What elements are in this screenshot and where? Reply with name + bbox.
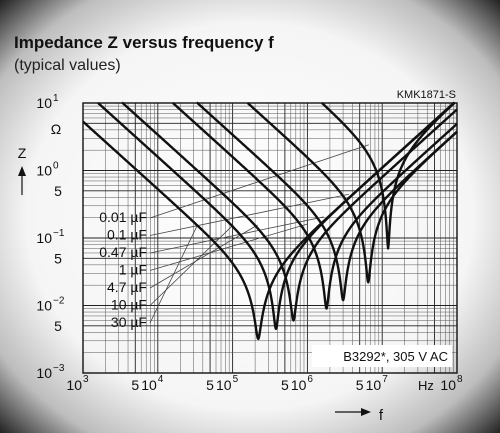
y-tick-exponent: −1 — [53, 228, 65, 239]
plot-frame — [82, 102, 458, 374]
y-tick-exponent: −3 — [53, 363, 65, 374]
series-curve — [121, 101, 458, 322]
x-tick-exponent: 8 — [457, 374, 463, 385]
x-tick-label: 5 — [131, 377, 139, 393]
legend-leader-line — [149, 216, 324, 254]
x-axis-label: f — [379, 407, 384, 424]
x-tick-label: 10 — [291, 377, 307, 393]
legend-label: 0.01 µF — [99, 209, 147, 225]
x-tick-label: 10 — [141, 377, 157, 393]
y-tick-label: 5 — [54, 183, 62, 199]
legend-leader-line — [149, 224, 198, 324]
legend-leader-line — [149, 223, 308, 271]
y-tick-label: 10 — [36, 298, 52, 314]
legend-leader-line — [149, 224, 234, 306]
x-tick-labels: 10 3 5 10 4 5 10 5 5 10 6 5 10 7 10 8 — [66, 374, 463, 393]
x-tick-label: 10 — [366, 377, 382, 393]
legend-label: 10 µF — [111, 297, 147, 313]
x-axis-arrow — [335, 408, 371, 416]
y-axis-arrow — [18, 166, 26, 195]
y-tick-label: 10 — [36, 365, 52, 381]
series-curve — [195, 101, 458, 302]
legend-label: 30 µF — [111, 314, 147, 330]
x-tick-exponent: 4 — [158, 374, 164, 385]
chart-subtitle: (typical values) — [14, 57, 121, 74]
x-tick-exponent: 3 — [83, 374, 89, 385]
y-tick-exponent: 0 — [53, 161, 59, 172]
y-tick-label: 5 — [54, 250, 62, 266]
annotation-box — [312, 345, 452, 367]
chart-title: Impedance Z versus frequency f — [14, 33, 274, 52]
y-tick-label: 5 — [54, 318, 62, 334]
legend-label: 0.47 µF — [99, 244, 147, 260]
x-tick-label: 5 — [206, 377, 214, 393]
legend-label: 4.7 µF — [107, 279, 147, 295]
y-tick-label: 10 — [36, 163, 52, 179]
y-axis-label: Z — [18, 145, 27, 161]
series-curve — [171, 101, 458, 310]
series-curves — [82, 101, 458, 341]
y-tick-exponent: −2 — [53, 296, 65, 307]
legend-label: 0.1 µF — [107, 227, 147, 243]
grid — [83, 103, 457, 373]
series-curve — [321, 101, 456, 250]
x-tick-label: 10 — [216, 377, 232, 393]
series-curve — [82, 101, 456, 341]
x-tick-label: 5 — [356, 377, 364, 393]
x-tick-exponent: 7 — [382, 374, 388, 385]
legend-leader-line — [149, 193, 349, 236]
y-tick-exponent: 1 — [53, 93, 59, 104]
x-tick-label: 10 — [66, 377, 82, 393]
x-tick-exponent: 5 — [233, 374, 239, 385]
y-unit-label: Ω — [51, 121, 61, 137]
y-tick-label: 10 — [36, 230, 52, 246]
figure-code: KMK1871-S — [397, 89, 456, 101]
x-tick-label: 10 — [440, 377, 456, 393]
y-tick-label: 10 — [36, 95, 52, 111]
x-unit-label: Hz — [418, 378, 434, 393]
legend-label: 1 µF — [119, 262, 147, 278]
x-tick-exponent: 6 — [307, 374, 313, 385]
annotation-text: B3292*, 305 V AC — [343, 349, 448, 364]
x-tick-label: 5 — [281, 377, 289, 393]
